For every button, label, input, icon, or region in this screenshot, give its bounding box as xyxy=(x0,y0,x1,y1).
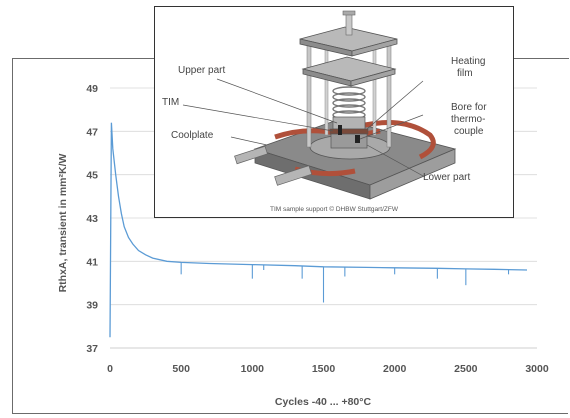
x-tick-label: 0 xyxy=(107,363,113,375)
y-tick-label: 45 xyxy=(86,170,98,182)
frame-bottom-border xyxy=(12,413,568,414)
label-bore-1: Bore for xyxy=(451,102,487,113)
x-tick-label: 2500 xyxy=(454,363,478,375)
label-tim: TIM xyxy=(162,97,180,108)
label-lower-part: Lower part xyxy=(423,172,471,183)
x-tick-label: 2000 xyxy=(383,363,407,375)
x-tick-label: 3000 xyxy=(525,363,549,375)
y-tick-label: 47 xyxy=(86,126,98,138)
y-tick-label: 43 xyxy=(86,213,98,225)
series-line xyxy=(109,122,528,338)
x-tick-label: 1500 xyxy=(312,363,336,375)
inset-photo: Upper part TIM Coolplate Heating film Bo… xyxy=(154,6,514,218)
y-tick-labels: 37 39 41 43 45 47 49 xyxy=(86,83,98,355)
x-tick-label: 1000 xyxy=(241,363,265,375)
x-axis-label: Cycles -40 ... +80°C xyxy=(275,396,372,408)
tim-apparatus-illustration xyxy=(182,10,457,200)
label-heating-film-1: Heating xyxy=(451,56,486,67)
y-tick-label: 37 xyxy=(86,343,98,355)
label-upper-part: Upper part xyxy=(178,65,226,76)
label-coolplate: Coolplate xyxy=(171,130,214,141)
y-tick-label: 41 xyxy=(86,256,98,268)
label-bore-2: thermo- xyxy=(451,114,486,125)
series-dips xyxy=(180,262,510,303)
label-heating-film-2: film xyxy=(457,68,473,79)
x-tick-label: 500 xyxy=(172,363,190,375)
y-tick-label: 39 xyxy=(86,300,98,312)
y-axis-label: RthxA, transient in mm²K/W xyxy=(57,153,69,292)
x-tick-labels: 0 500 1000 1500 2000 2500 3000 xyxy=(107,363,549,375)
label-bore-3: couple xyxy=(454,126,484,137)
image-credit: TIM sample support © DHBW Stuttgart/ZFW xyxy=(270,206,398,213)
y-tick-label: 49 xyxy=(86,83,98,95)
